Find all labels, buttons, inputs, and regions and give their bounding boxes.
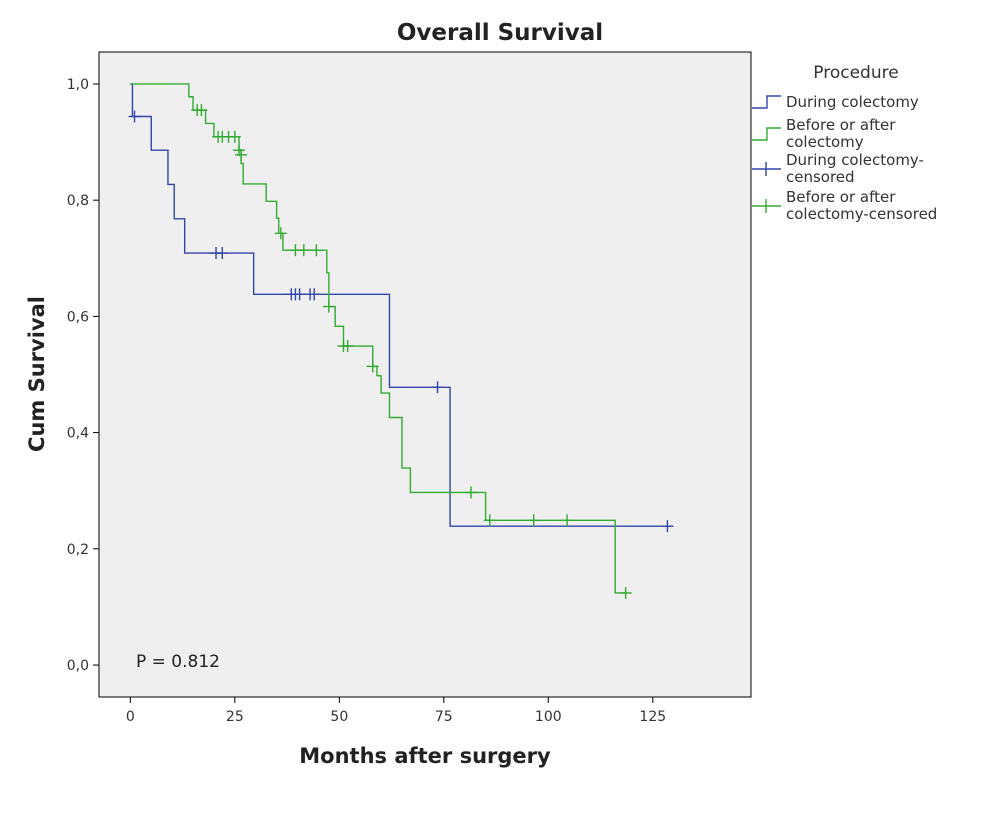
censor-mark-during [128,110,141,123]
y-tick-label: 0,4 [67,426,89,442]
y-tick-label: 0,8 [67,193,89,209]
legend-swatch-line [752,95,781,109]
y-tick-label: 0,2 [67,542,89,558]
censor-mark-before [195,104,208,117]
x-tick-label: 0 [126,709,135,725]
censor-mark-before [527,514,540,527]
y-tick-label: 1,0 [67,77,89,93]
censor-mark-during [661,520,674,533]
series-layer [128,83,674,599]
legend-label: Before or after [786,188,896,206]
x-axis-label: Months after surgery [299,744,551,768]
p-value-annotation: P = 0.812 [136,652,220,672]
legend-entry-during-line: During colectomy [752,93,919,111]
legend-label: colectomy-censored [786,205,937,223]
survival-line-during [130,83,670,527]
censor-mark-before [366,360,379,373]
legend-label: censored [786,168,855,186]
x-tick-label: 25 [226,709,244,725]
legend-label: During colectomy- [786,151,924,169]
censor-mark-before [297,244,310,257]
x-tick-label: 100 [535,709,562,725]
legend-label: During colectomy [786,93,919,111]
censor-mark-before [561,514,574,527]
plot-area [98,51,752,698]
censor-mark-before [619,586,632,599]
censor-mark-during [308,288,321,301]
legend-label: colectomy [786,133,864,151]
x-tick-label: 50 [330,709,348,725]
censor-mark-before [341,340,354,353]
censor-mark-during [216,247,229,260]
legend-swatch-line [752,127,781,141]
censor-mark-during [431,381,444,394]
x-tick-label: 125 [639,709,666,725]
y-tick-label: 0,6 [67,309,89,325]
censor-mark-before [483,514,496,527]
legend: Procedure During colectomy Before or after… [752,63,937,223]
censor-mark-before [310,244,323,257]
axes: 0,0 0,2 0,4 0,6 0,8 1,0 0 25 50 75 100 125 [67,77,666,725]
legend-entry-during-censor: During colectomy-censored [752,151,924,186]
censor-mark-during [293,288,306,301]
legend-label: Before or after [786,116,896,134]
chart-title: Overall Survival [397,20,603,46]
x-tick-label: 75 [435,709,453,725]
censor-mark-before [274,227,287,240]
survival-line-before [130,83,628,594]
censor-mark-before [235,148,248,161]
legend-title: Procedure [813,63,898,83]
y-axis-label: Cum Survival [25,296,49,452]
y-tick-label: 0,0 [67,658,89,674]
censor-mark-before [228,130,241,143]
censor-mark-before [464,486,477,499]
censor-mark-before [322,300,335,313]
